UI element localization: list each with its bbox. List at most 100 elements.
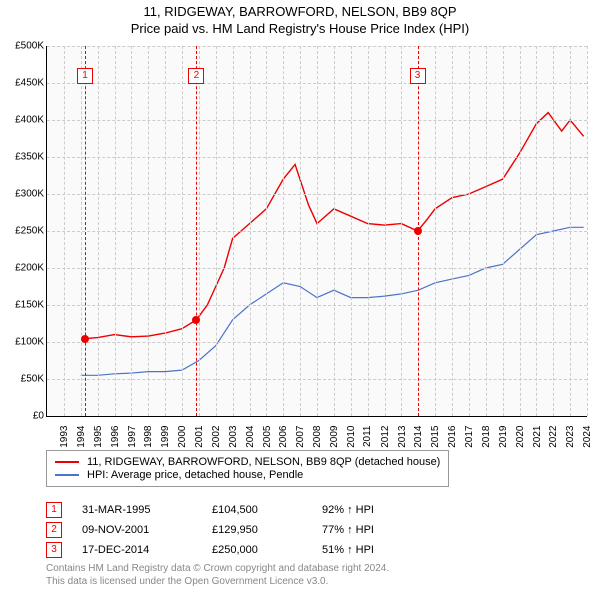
sale-marker-box: 3 [410, 68, 426, 84]
x-axis-label: 2002 [211, 426, 222, 448]
sales-row: 317-DEC-2014£250,00051% ↑ HPI [46, 542, 412, 558]
sale-point [192, 316, 200, 324]
y-axis-label: £450K [4, 78, 44, 89]
chart-plot-area: 1 2 3 [46, 46, 587, 417]
sales-row: 131-MAR-1995£104,50092% ↑ HPI [46, 502, 412, 518]
sale-vs-hpi: 51% ↑ HPI [322, 544, 412, 556]
x-axis-label: 2010 [346, 426, 357, 448]
y-axis-label: £50K [4, 374, 44, 385]
x-axis-label: 2006 [278, 426, 289, 448]
y-axis-label: £150K [4, 300, 44, 311]
gridline-vertical [351, 46, 352, 416]
x-axis-label: 2012 [379, 426, 390, 448]
sale-marker-box: 1 [77, 68, 93, 84]
legend-swatch [55, 461, 79, 463]
sale-point [81, 335, 89, 343]
series-hpi [81, 227, 584, 375]
gridline-vertical [520, 46, 521, 416]
x-axis-label: 2008 [312, 426, 323, 448]
gridline-vertical [435, 46, 436, 416]
page-subtitle: Price paid vs. HM Land Registry's House … [0, 21, 600, 36]
x-axis-label: 2022 [548, 426, 559, 448]
gridline-vertical [266, 46, 267, 416]
sale-number-icon: 2 [46, 522, 62, 538]
sale-vs-hpi: 92% ↑ HPI [322, 504, 412, 516]
x-axis-label: 2019 [498, 426, 509, 448]
x-axis-label: 2000 [177, 426, 188, 448]
gridline-vertical [165, 46, 166, 416]
x-axis-label: 1996 [109, 426, 120, 448]
x-axis-label: 2004 [244, 426, 255, 448]
gridline-vertical [503, 46, 504, 416]
sale-price: £129,950 [212, 524, 302, 536]
x-axis-label: 1998 [143, 426, 154, 448]
x-axis-label: 2023 [565, 426, 576, 448]
y-axis-label: £400K [4, 115, 44, 126]
sale-date: 17-DEC-2014 [82, 544, 192, 556]
x-axis-label: 1995 [93, 426, 104, 448]
gridline-vertical [334, 46, 335, 416]
sale-marker-line [196, 46, 197, 416]
x-axis-label: 1994 [76, 426, 87, 448]
gridline-vertical [385, 46, 386, 416]
sale-point [414, 227, 422, 235]
y-axis-label: £100K [4, 337, 44, 348]
x-axis-label: 2009 [329, 426, 340, 448]
gridline-vertical [250, 46, 251, 416]
legend-swatch [55, 474, 79, 476]
y-axis-label: £300K [4, 189, 44, 200]
gridline-vertical [148, 46, 149, 416]
gridline-vertical [216, 46, 217, 416]
x-axis-label: 2001 [194, 426, 205, 448]
y-axis-label: £350K [4, 152, 44, 163]
footnote-line: This data is licensed under the Open Gov… [46, 576, 389, 589]
x-axis-label: 2005 [261, 426, 272, 448]
sale-marker-box: 2 [188, 68, 204, 84]
legend-label: 11, RIDGEWAY, BARROWFORD, NELSON, BB9 8Q… [87, 456, 440, 468]
x-axis-label: 2011 [362, 426, 373, 448]
gridline-vertical [131, 46, 132, 416]
footnote-line: Contains HM Land Registry data © Crown c… [46, 563, 389, 576]
gridline-vertical [587, 46, 588, 416]
gridline-vertical [401, 46, 402, 416]
y-axis-label: £200K [4, 263, 44, 274]
page-title: 11, RIDGEWAY, BARROWFORD, NELSON, BB9 8Q… [0, 4, 600, 19]
sale-date: 09-NOV-2001 [82, 524, 192, 536]
x-axis-label: 2014 [413, 426, 424, 448]
gridline-vertical [115, 46, 116, 416]
footnote: Contains HM Land Registry data © Crown c… [46, 563, 389, 588]
y-axis-label: £250K [4, 226, 44, 237]
sale-price: £250,000 [212, 544, 302, 556]
sale-marker-line [85, 46, 86, 416]
gridline-vertical [536, 46, 537, 416]
x-axis-label: 2003 [228, 426, 239, 448]
gridline-vertical [64, 46, 65, 416]
x-axis-label: 2018 [481, 426, 492, 448]
y-axis-label: £0 [4, 411, 44, 422]
gridline-vertical [199, 46, 200, 416]
legend-label: HPI: Average price, detached house, Pend… [87, 469, 303, 481]
gridline-vertical [452, 46, 453, 416]
gridline-vertical [283, 46, 284, 416]
x-axis-label: 2017 [464, 426, 475, 448]
legend-row: 11, RIDGEWAY, BARROWFORD, NELSON, BB9 8Q… [55, 456, 440, 468]
gridline-vertical [81, 46, 82, 416]
gridline-vertical [553, 46, 554, 416]
y-axis-label: £500K [4, 41, 44, 52]
x-axis-label: 2013 [396, 426, 407, 448]
gridline-vertical [570, 46, 571, 416]
sale-number-icon: 1 [46, 502, 62, 518]
gridline-vertical [368, 46, 369, 416]
legend-row: HPI: Average price, detached house, Pend… [55, 469, 440, 481]
gridline-vertical [233, 46, 234, 416]
gridline-vertical [300, 46, 301, 416]
x-axis-label: 2015 [430, 426, 441, 448]
sales-table: 131-MAR-1995£104,50092% ↑ HPI209-NOV-200… [46, 498, 412, 562]
x-axis-label: 2020 [514, 426, 525, 448]
gridline-vertical [182, 46, 183, 416]
sale-vs-hpi: 77% ↑ HPI [322, 524, 412, 536]
x-axis-label: 1999 [160, 426, 171, 448]
sales-row: 2 09-NOV-2001 £129,950 77% ↑ HPI [46, 522, 412, 538]
sale-price: £104,500 [212, 504, 302, 516]
gridline-vertical [98, 46, 99, 416]
